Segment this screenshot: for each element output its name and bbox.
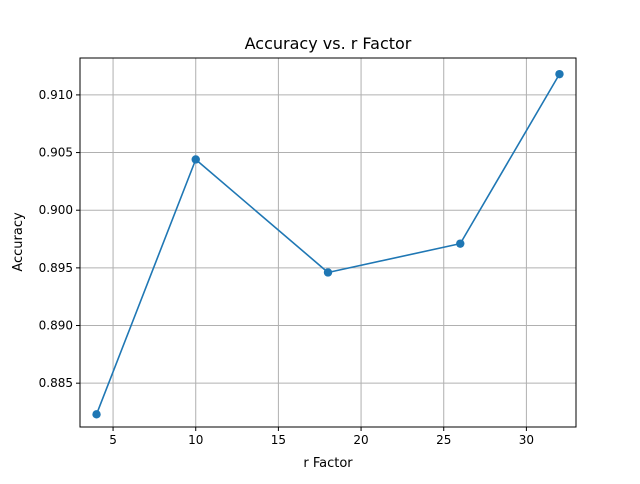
data-point — [555, 69, 564, 79]
grid — [80, 58, 576, 427]
chart-title: Accuracy vs. r Factor — [245, 34, 412, 53]
y-tick-label: 0.885 — [39, 376, 73, 390]
y-tick-label: 0.890 — [39, 319, 73, 333]
plot-area — [80, 58, 576, 427]
x-tick-label: 5 — [109, 433, 117, 447]
x-tick-label: 10 — [188, 433, 203, 447]
data-point — [456, 239, 465, 248]
x-tick-label: 15 — [271, 433, 286, 447]
y-tick-label: 0.910 — [39, 88, 73, 102]
y-tick-label: 0.900 — [39, 203, 73, 217]
y-tick-label: 0.905 — [39, 146, 73, 160]
data-point — [323, 268, 333, 277]
series-layer — [92, 69, 564, 419]
data-point — [191, 155, 200, 164]
plot-frame — [79, 57, 577, 428]
y-axis-label: Accuracy — [11, 212, 26, 272]
ticks: 5 10 15 20 25 30 0.885 0.890 0.895 0.900 0.905 0.91… — [39, 88, 534, 447]
x-tick-label: 30 — [519, 433, 534, 447]
x-tick-label: 25 — [436, 433, 451, 447]
data-point — [92, 410, 101, 419]
x-tick-label: 20 — [353, 433, 368, 447]
y-tick-label: 0.895 — [39, 261, 73, 275]
x-axis-label: r Factor — [303, 456, 353, 471]
